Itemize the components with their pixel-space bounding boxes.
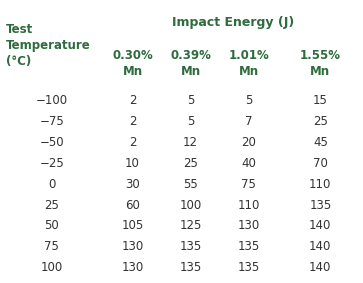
Text: 130: 130 <box>237 219 260 232</box>
Text: 1.55%
Mn: 1.55% Mn <box>300 49 341 78</box>
Text: −100: −100 <box>36 95 68 108</box>
Text: 5: 5 <box>187 95 194 108</box>
Text: 105: 105 <box>121 219 144 232</box>
Text: 25: 25 <box>44 199 59 212</box>
Text: 110: 110 <box>309 178 331 191</box>
Text: 40: 40 <box>241 157 256 170</box>
Text: −50: −50 <box>40 136 64 149</box>
Text: −25: −25 <box>39 157 64 170</box>
Text: 140: 140 <box>309 219 331 232</box>
Text: 135: 135 <box>237 261 260 274</box>
Text: 0.39%
Mn: 0.39% Mn <box>170 49 211 78</box>
Text: 25: 25 <box>313 115 328 128</box>
Text: 135: 135 <box>309 199 331 212</box>
Text: 7: 7 <box>245 115 252 128</box>
Text: 100: 100 <box>179 199 202 212</box>
Text: 110: 110 <box>237 199 260 212</box>
Text: 140: 140 <box>309 240 331 253</box>
Text: 25: 25 <box>183 157 198 170</box>
Text: 2: 2 <box>129 95 136 108</box>
Text: 55: 55 <box>183 178 198 191</box>
Text: 12: 12 <box>183 136 198 149</box>
Text: 20: 20 <box>241 136 256 149</box>
Text: −75: −75 <box>39 115 64 128</box>
Text: 75: 75 <box>241 178 256 191</box>
Text: 130: 130 <box>121 240 144 253</box>
Text: 0: 0 <box>48 178 56 191</box>
Text: 135: 135 <box>237 240 260 253</box>
Text: 130: 130 <box>121 261 144 274</box>
Text: 70: 70 <box>313 157 328 170</box>
Text: 60: 60 <box>125 199 140 212</box>
Text: 10: 10 <box>125 157 140 170</box>
Text: 135: 135 <box>179 240 202 253</box>
Text: 100: 100 <box>41 261 63 274</box>
Text: 2: 2 <box>129 136 136 149</box>
Text: 45: 45 <box>313 136 328 149</box>
Text: 5: 5 <box>245 95 252 108</box>
Text: 135: 135 <box>179 261 202 274</box>
Text: 0.30%
Mn: 0.30% Mn <box>112 49 153 78</box>
Text: 75: 75 <box>44 240 59 253</box>
Text: 30: 30 <box>125 178 140 191</box>
Text: 5: 5 <box>187 115 194 128</box>
Text: Impact Energy (J): Impact Energy (J) <box>172 16 294 29</box>
Text: 2: 2 <box>129 115 136 128</box>
Text: 140: 140 <box>309 261 331 274</box>
Text: 1.01%
Mn: 1.01% Mn <box>228 49 269 78</box>
Text: 50: 50 <box>44 219 59 232</box>
Text: 15: 15 <box>313 95 328 108</box>
Text: 125: 125 <box>179 219 202 232</box>
Text: Test
Temperature
(°C): Test Temperature (°C) <box>6 23 91 68</box>
